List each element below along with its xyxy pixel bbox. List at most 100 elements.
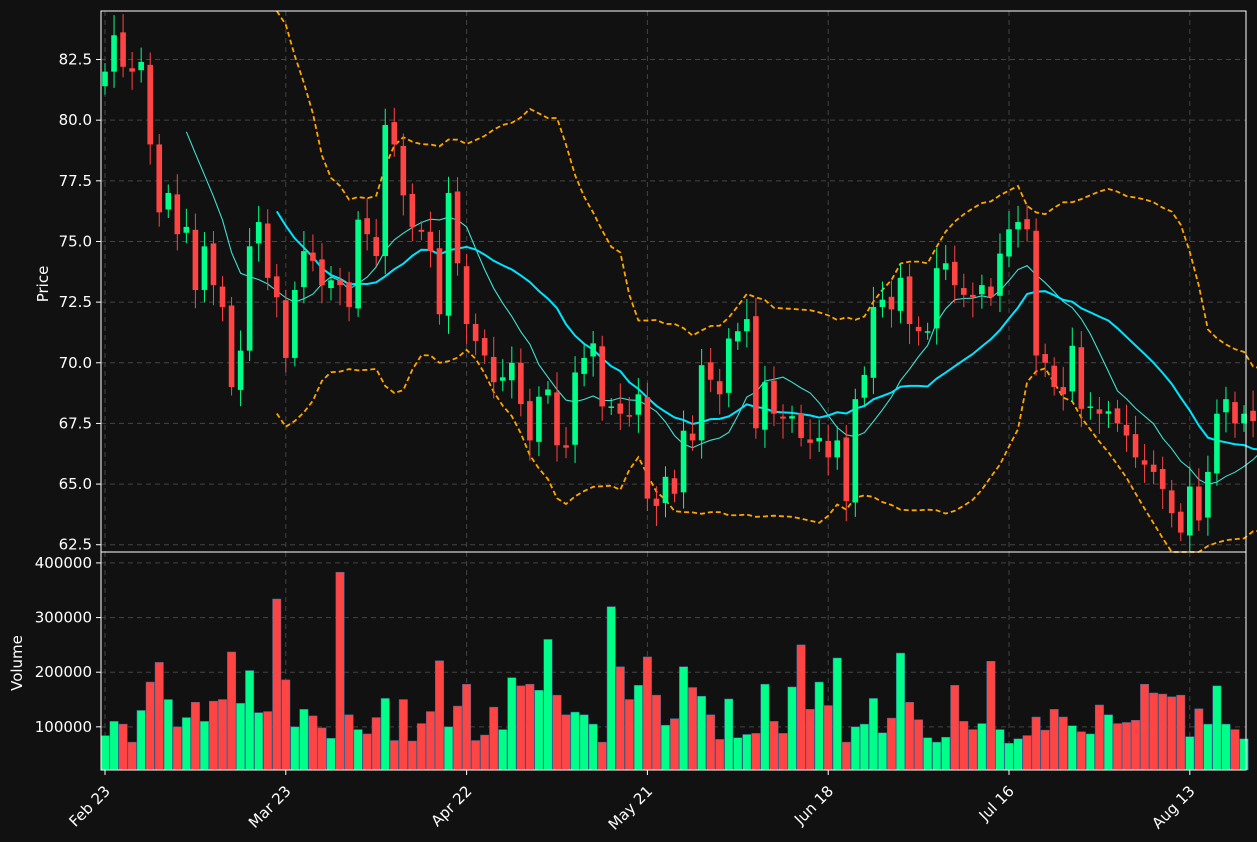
candle-body: [337, 280, 343, 286]
candle-body: [725, 338, 732, 393]
price-tick-label: 62.5: [59, 536, 92, 554]
volume-panel: 100000 200000 300000 400000 Volume: [8, 551, 1249, 771]
candle-body: [924, 331, 931, 333]
candle-body: [1096, 409, 1103, 414]
candle: [870, 286, 877, 395]
volume-bar: [633, 685, 643, 771]
volume-bar: [941, 736, 951, 771]
candle: [499, 359, 506, 392]
candle: [337, 267, 343, 306]
candle: [472, 313, 479, 356]
candle-body: [165, 192, 172, 210]
candle: [1078, 330, 1085, 428]
candle-body: [1241, 413, 1247, 424]
candle: [599, 335, 605, 421]
candle: [536, 386, 542, 457]
volume-tick-label: 400000: [35, 554, 92, 572]
candle: [1159, 456, 1166, 510]
volume-bar: [688, 687, 698, 771]
volume-bar: [444, 726, 453, 771]
candle: [255, 205, 262, 262]
volume-bar: [642, 656, 652, 771]
volume-bar: [136, 710, 146, 771]
candle-body: [273, 276, 280, 298]
volume-bar: [914, 719, 924, 771]
candle-body: [716, 381, 723, 395]
candle-body: [798, 413, 804, 438]
candle: [554, 372, 560, 462]
volume-bar: [407, 740, 417, 771]
candle-body: [481, 338, 488, 356]
volume-bar: [109, 721, 119, 771]
candle-body: [545, 389, 551, 396]
volume-bar: [570, 711, 580, 771]
candle-body: [563, 445, 569, 448]
candle-body: [1177, 511, 1184, 533]
candle: [283, 289, 289, 373]
candle: [1060, 366, 1067, 411]
price-tick-label: 82.5: [59, 51, 92, 69]
volume-bar: [380, 698, 390, 771]
volume-bar: [751, 733, 761, 771]
volume-bar: [245, 670, 255, 771]
candle: [201, 232, 208, 303]
volume-bar: [932, 741, 942, 771]
candle: [192, 213, 199, 309]
candle: [355, 211, 361, 317]
volume-bar: [823, 705, 833, 771]
volume-tick-label: 200000: [35, 663, 92, 681]
candle-body: [536, 396, 542, 442]
candle-body: [129, 68, 135, 72]
price-tick-label: 67.5: [59, 414, 92, 432]
candle: [246, 228, 253, 362]
volume-bar: [968, 729, 978, 771]
candle-body: [1223, 399, 1229, 413]
candle-body: [970, 294, 976, 298]
candle: [816, 419, 822, 452]
candle: [481, 329, 488, 364]
candle-body: [219, 286, 226, 307]
candle: [1096, 396, 1103, 434]
candle: [545, 380, 551, 404]
candle-body: [662, 476, 669, 503]
candle-body: [599, 346, 605, 407]
volume-bar: [877, 732, 887, 771]
volume-bar: [389, 740, 399, 771]
volume-bar: [227, 651, 237, 771]
volume-bar: [236, 703, 246, 771]
candle-body: [427, 231, 434, 252]
candle: [924, 322, 931, 340]
candle-body: [988, 286, 994, 298]
volume-bar: [769, 721, 779, 771]
candle-body: [1187, 486, 1193, 536]
volume-bar: [923, 737, 933, 771]
candle: [789, 405, 795, 433]
volume-bar: [1194, 708, 1204, 771]
candle: [418, 221, 425, 241]
candle-body: [364, 218, 370, 235]
candle-body: [906, 276, 913, 324]
candle-body: [1105, 411, 1112, 414]
volume-bar: [986, 661, 996, 771]
volume-bar: [326, 738, 336, 771]
candle-body: [897, 277, 904, 311]
volume-bar: [1113, 723, 1122, 771]
candle: [942, 245, 949, 281]
candle: [906, 264, 913, 345]
candle-body: [933, 268, 940, 329]
candle: [436, 230, 443, 325]
volume-bar: [706, 714, 716, 771]
volume-bar: [118, 723, 128, 771]
candle: [391, 107, 398, 157]
volume-bar: [588, 723, 598, 771]
price-axis-title: Price: [34, 266, 52, 303]
candle: [1205, 455, 1211, 536]
candle-body: [463, 266, 470, 324]
candle: [825, 424, 831, 476]
volume-bar: [977, 723, 987, 771]
volume-bar: [435, 660, 444, 771]
price-tick-label: 72.5: [59, 293, 92, 311]
candle-body: [1205, 471, 1211, 518]
candle-body: [843, 437, 850, 502]
